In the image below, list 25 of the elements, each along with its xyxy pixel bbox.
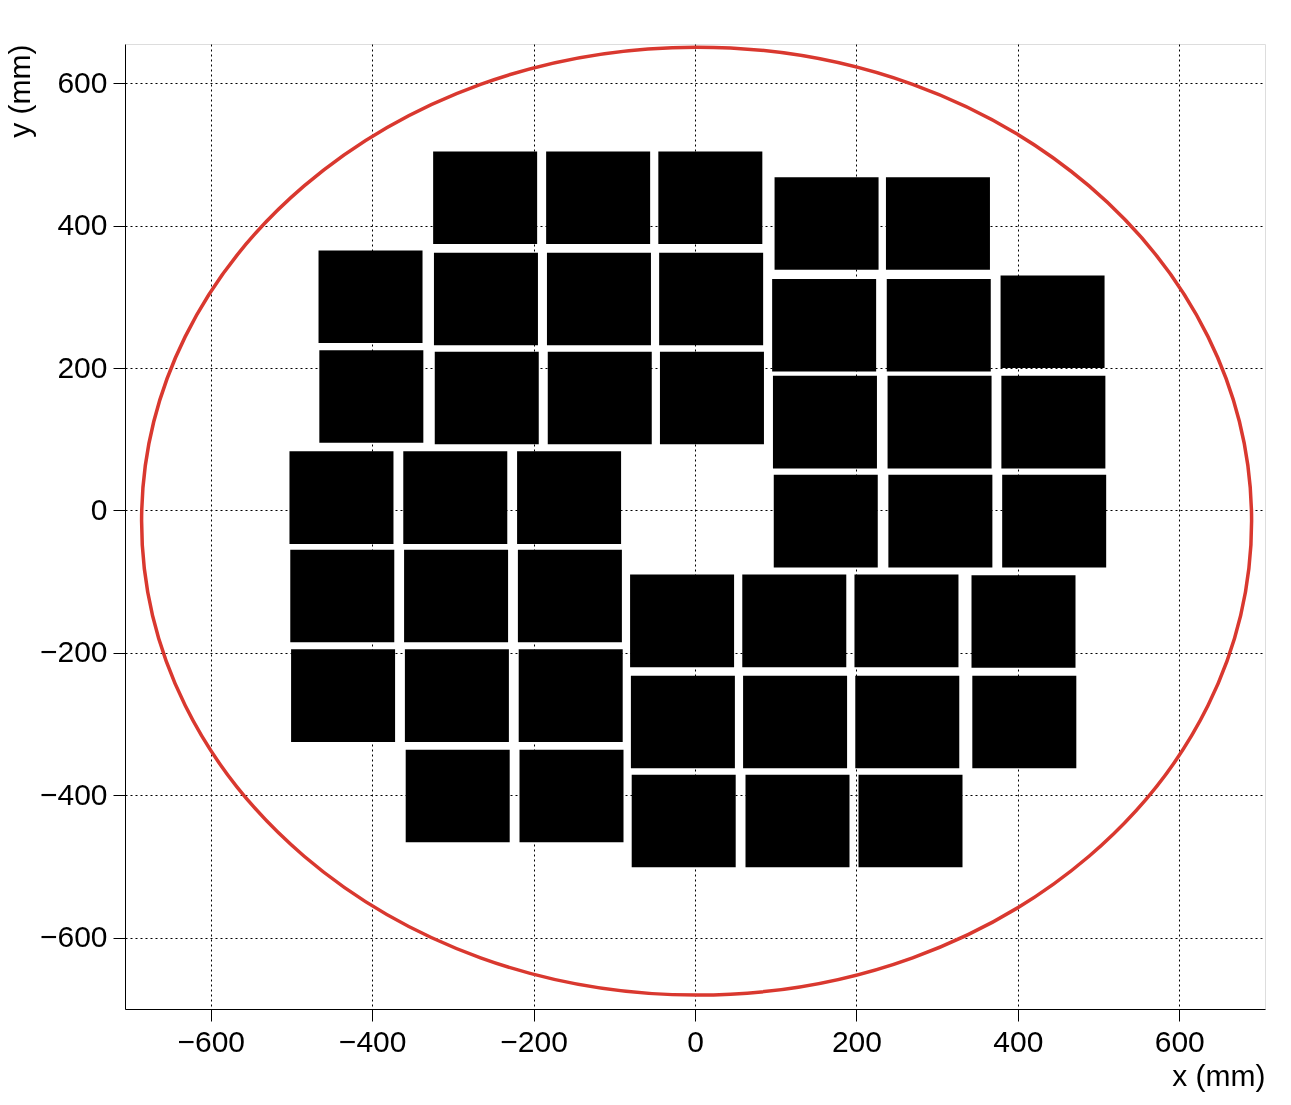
- y-tick-label: 200: [57, 350, 108, 384]
- bar: [546, 252, 651, 346]
- y-tick-label: 0: [90, 492, 108, 526]
- x-tick-label: −200: [500, 1024, 568, 1058]
- bar: [404, 649, 509, 742]
- x-tick-label: 600: [1154, 1024, 1205, 1058]
- bar: [517, 549, 622, 643]
- y-axis-title: y (mm): [2, 44, 36, 138]
- y-tick-label: 600: [57, 65, 108, 99]
- x-tick-label: 0: [687, 1024, 704, 1058]
- bar: [519, 749, 624, 843]
- y-tick-label: −600: [39, 920, 108, 954]
- bar: [743, 675, 848, 769]
- x-tick-label: 200: [831, 1024, 882, 1058]
- bar: [404, 549, 509, 643]
- bar: [290, 549, 395, 643]
- x-tick-label: 400: [993, 1024, 1044, 1058]
- y-tick-label: −400: [39, 777, 108, 811]
- y-tick-label: 400: [57, 208, 108, 242]
- x-tick-label: −600: [177, 1024, 245, 1058]
- x-axis-title: x (mm): [1172, 1058, 1266, 1092]
- bar: [887, 375, 992, 469]
- bar: [630, 574, 735, 668]
- y-tick-label: −200: [39, 635, 108, 669]
- x-tick-label: −400: [338, 1024, 407, 1058]
